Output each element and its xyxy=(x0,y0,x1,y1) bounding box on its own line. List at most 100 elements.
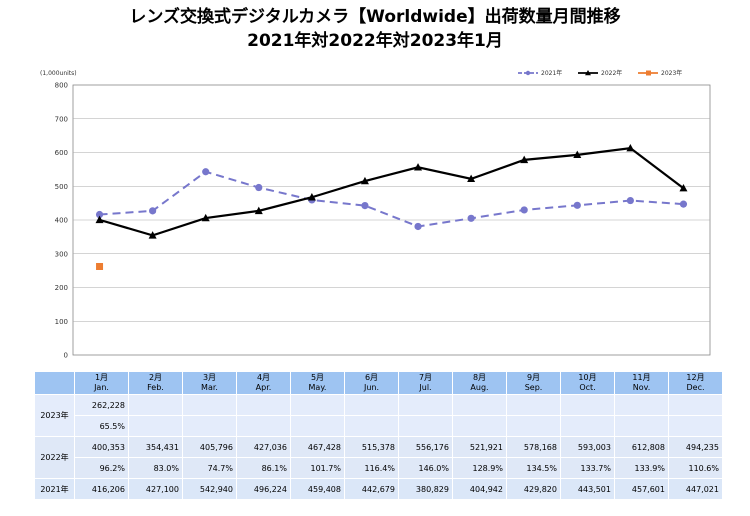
chart-title: レンズ交換式デジタルカメラ【Worldwide】出荷数量月間推移 xyxy=(129,7,621,27)
value-cell: 354,431 xyxy=(128,436,183,458)
month-jp: 7月 xyxy=(418,373,433,382)
data-point xyxy=(520,206,528,214)
y-tick-label: 100 xyxy=(55,318,68,326)
y-tick-label: 500 xyxy=(55,183,68,191)
value-cell: 593,003 xyxy=(560,436,615,458)
data-point xyxy=(149,207,157,215)
value-cell: 457,601 xyxy=(614,478,669,500)
series-line-0 xyxy=(99,170,684,228)
value-cell: 380,829 xyxy=(398,478,453,500)
data-point xyxy=(254,206,263,215)
ratio-cell: 116.4% xyxy=(344,457,399,479)
data-point xyxy=(414,163,423,171)
month-header: 4月 Apr. xyxy=(236,371,291,395)
ratio-cell: 133.7% xyxy=(560,457,615,479)
month-en: Mar. xyxy=(201,383,218,392)
data-point xyxy=(414,222,422,231)
value-cell xyxy=(128,394,183,416)
month-jp: 9月 xyxy=(526,373,541,382)
month-jp: 1月 xyxy=(94,373,109,382)
legend-marker xyxy=(525,70,531,76)
value-cell xyxy=(560,394,615,416)
data-point xyxy=(361,201,369,210)
month-jp: 11月 xyxy=(632,373,651,382)
ratio-cell xyxy=(290,415,345,437)
value-cell: 447,021 xyxy=(668,478,723,500)
row-label: 2021年 xyxy=(34,478,75,500)
month-jp: 2月 xyxy=(148,373,163,382)
y-tick-label: 0 xyxy=(64,352,68,360)
value-cell xyxy=(452,394,507,416)
month-header: 6月 Jun. xyxy=(344,371,399,395)
data-point xyxy=(307,193,316,201)
chart-subtitle: 2021年対2022年対2023年1月 xyxy=(247,31,503,51)
month-header: 3月 Mar. xyxy=(182,371,237,395)
month-jp: 6月 xyxy=(364,373,379,382)
ratio-cell: 146.0% xyxy=(398,457,453,479)
data-point xyxy=(95,210,104,219)
value-cell: 427,036 xyxy=(236,436,291,458)
month-jp: 10月 xyxy=(578,373,597,382)
table-row: 2023年 262,228 xyxy=(34,394,723,437)
ratio-cell xyxy=(614,415,669,437)
month-en: Jul. xyxy=(419,383,432,392)
series-line-1 xyxy=(99,147,685,237)
value-cell: 404,942 xyxy=(452,478,507,500)
data-point xyxy=(202,168,210,176)
month-jp: 8月 xyxy=(472,373,487,382)
table-row: 2021年 416,206 427,100 542,940 496,224 459,408… xyxy=(34,478,723,500)
data-point xyxy=(679,183,688,192)
month-en: Sep. xyxy=(524,383,543,392)
ratio-cell xyxy=(182,415,237,437)
value-cell: 467,428 xyxy=(290,436,345,458)
table-corner-cell xyxy=(34,371,75,395)
y-axis-unit: (1,000units) xyxy=(40,70,77,77)
line-chart: 0 100 200 300 400 500 600 700 800 (1,000units) 202… xyxy=(40,69,711,360)
ratio-cell xyxy=(560,415,615,437)
data-point xyxy=(95,215,104,224)
value-cell xyxy=(668,394,723,416)
y-tick-label: 600 xyxy=(55,149,68,157)
month-en: Jun. xyxy=(363,383,380,392)
table-row: 2022年 400,353 354,431 405,796 427,036 467,428… xyxy=(34,436,723,479)
y-tick-label: 300 xyxy=(55,250,68,258)
month-en: Apr. xyxy=(255,383,272,392)
data-point xyxy=(467,174,476,183)
ratio-cell: 133.9% xyxy=(614,457,669,479)
data-point xyxy=(201,213,210,222)
ratio-cell: 83.0% xyxy=(128,457,183,479)
ratio-cell: 110.6% xyxy=(668,457,723,479)
value-cell xyxy=(506,394,561,416)
value-cell xyxy=(182,394,237,416)
data-point xyxy=(573,201,581,209)
value-cell: 494,235 xyxy=(668,436,723,458)
data-point xyxy=(626,143,635,152)
ratio-cell xyxy=(236,415,291,437)
ratio-cell xyxy=(344,415,399,437)
month-en: Nov. xyxy=(632,383,651,392)
data-point xyxy=(520,155,529,164)
ratio-cell xyxy=(398,415,453,437)
legend-label: 2022年 xyxy=(601,69,622,77)
month-jp: 5月 xyxy=(310,373,325,382)
legend-marker xyxy=(585,70,591,76)
data-point xyxy=(255,183,263,192)
month-header: 5月 May. xyxy=(290,371,345,395)
month-header: 12月 Dec. xyxy=(668,371,723,395)
data-point xyxy=(626,196,634,205)
value-cell: 400,353 xyxy=(74,436,129,458)
ratio-cell: 86.1% xyxy=(236,457,291,479)
row-label: 2022年 xyxy=(34,436,75,479)
value-cell: 496,224 xyxy=(236,478,291,500)
value-cell: 416,206 xyxy=(74,478,129,500)
value-cell: 521,921 xyxy=(452,436,507,458)
value-cell xyxy=(398,394,453,416)
ratio-cell xyxy=(506,415,561,437)
data-point xyxy=(148,231,157,239)
legend-label: 2021年 xyxy=(541,69,562,77)
month-jp: 3月 xyxy=(202,373,217,382)
table-row-ratio: 96.2% 83.0% 74.7% 86.1% 101.7% 116.4% 146.0% 12… xyxy=(35,457,723,479)
value-cell: 556,176 xyxy=(398,436,453,458)
value-cell: 405,796 xyxy=(182,436,237,458)
value-cell: 459,408 xyxy=(290,478,345,500)
